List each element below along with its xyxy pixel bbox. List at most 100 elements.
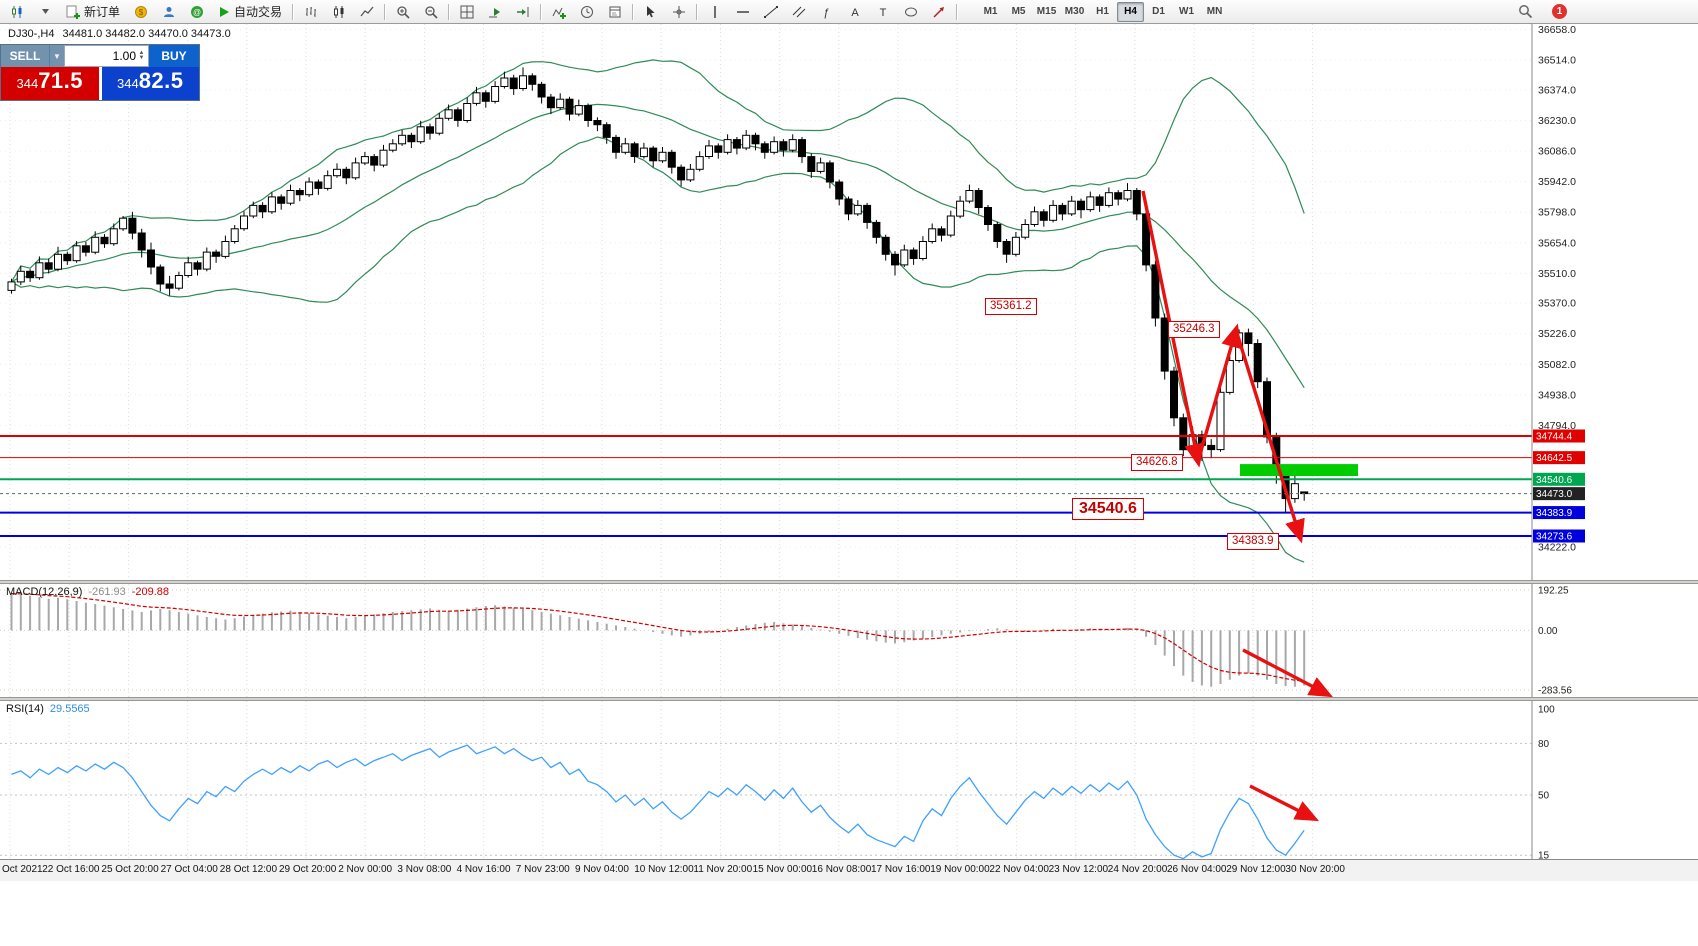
volume-stepper[interactable]: 1.00 ▲ ▼: [64, 45, 149, 67]
periods-icon[interactable]: [573, 1, 601, 23]
channel-icon[interactable]: [785, 1, 813, 23]
svg-text:35510.0: 35510.0: [1538, 268, 1576, 280]
macd-value-main: -261.93: [88, 586, 126, 598]
timeframe-W1[interactable]: W1: [1179, 6, 1195, 17]
auto-scroll-icon[interactable]: [481, 1, 509, 23]
chart-shift-icon[interactable]: [509, 1, 537, 23]
cursor-icon[interactable]: [637, 1, 665, 23]
mql-coin-icon[interactable]: $: [127, 1, 155, 23]
time-axis-label: 28 Oct 12:00: [219, 864, 278, 875]
svg-text:100: 100: [1538, 705, 1555, 716]
macd-label: MACD(12,26,9) -261.93 -209.88: [6, 586, 169, 598]
label-icon[interactable]: T: [869, 1, 897, 23]
candlestick-series: [7, 67, 1309, 513]
arrow-tool-icon[interactable]: [925, 1, 953, 23]
timeframe-H4[interactable]: H4: [1117, 1, 1145, 22]
pane-splitter[interactable]: [0, 697, 1698, 701]
one-click-trade-panel: SELL ▼ 1.00 ▲ ▼ BUY 344 71.5 344 82.5: [0, 44, 200, 101]
rsi-axis: 100 80 50 15: [1538, 705, 1555, 860]
tile-windows-icon[interactable]: [453, 1, 481, 23]
price-callout[interactable]: 35246.3: [1168, 321, 1220, 338]
rsi-pane[interactable]: 100 80 50 15 RSI(14) 29.5565: [0, 701, 1698, 859]
sell-dropdown-icon[interactable]: ▼: [49, 45, 64, 67]
timeframe-MN[interactable]: MN: [1206, 6, 1223, 17]
time-axis-label: 9 Nov 04:00: [575, 864, 629, 875]
timeframe-M5[interactable]: M5: [1011, 6, 1026, 17]
time-axis-label: 3 Nov 08:00: [397, 864, 452, 875]
new-order-button[interactable]: 新订单: [59, 1, 127, 23]
rsi-levels: [0, 742, 1532, 856]
crosshair-icon[interactable]: [665, 1, 693, 23]
buy-button[interactable]: BUY: [149, 45, 199, 67]
trendline-icon[interactable]: [757, 1, 785, 23]
indicators-icon[interactable]: [545, 1, 573, 23]
templates-icon[interactable]: [601, 1, 629, 23]
horizontal-level-lines[interactable]: [0, 435, 1532, 537]
time-axis-label: 19 Nov 00:00: [930, 864, 990, 875]
svg-text:36086.0: 36086.0: [1538, 146, 1576, 158]
sell-price[interactable]: 344 71.5: [1, 67, 99, 100]
price-tag: 34642.5: [1533, 451, 1585, 465]
volume-value[interactable]: 1.00: [112, 49, 136, 63]
volume-spinner-arrows[interactable]: ▲ ▼: [138, 50, 145, 61]
zoom-out-icon[interactable]: [417, 1, 445, 23]
price-callout[interactable]: 34626.8: [1131, 454, 1183, 471]
macd-name: MACD(12,26,9): [6, 586, 83, 598]
time-axis-label: 29 Oct 20:00: [279, 864, 337, 875]
horizontal-line-icon[interactable]: [729, 1, 757, 23]
price-chart[interactable]: 36658.0 36514.0 36374.0 36230.0 36086.0 35942…: [0, 24, 1698, 580]
shapes-icon[interactable]: [897, 1, 925, 23]
macd-value-signal: -209.88: [131, 586, 170, 598]
svg-text:35370.0: 35370.0: [1538, 298, 1576, 310]
svg-text:34744.4: 34744.4: [1536, 432, 1573, 443]
macd-chart[interactable]: 192.25 0.00 -283.56: [0, 584, 1698, 697]
vertical-line-icon[interactable]: [701, 1, 729, 23]
rsi-line: [11, 744, 1305, 859]
price-callout[interactable]: 35361.2: [985, 298, 1037, 315]
chart-dropdown-icon[interactable]: [31, 1, 59, 23]
main-chart-pane[interactable]: 36658.0 36514.0 36374.0 36230.0 36086.0 35942…: [0, 24, 1698, 580]
notification-badge[interactable]: 1: [1552, 4, 1567, 19]
time-axis-label: 23 Nov 12:00: [1048, 864, 1109, 875]
sell-button[interactable]: SELL: [1, 45, 49, 67]
text-icon[interactable]: A: [841, 1, 869, 23]
support-zone-rect[interactable]: [1240, 464, 1358, 476]
candlestick-chart-icon[interactable]: [325, 1, 353, 23]
line-chart-icon[interactable]: [353, 1, 381, 23]
macd-trend-arrow[interactable]: [1242, 648, 1334, 697]
price-callout[interactable]: 34383.9: [1227, 533, 1279, 550]
rsi-chart[interactable]: 100 80 50 15: [0, 701, 1698, 859]
timeframe-H1[interactable]: H1: [1096, 6, 1109, 17]
svg-text:@: @: [193, 8, 201, 17]
bar-chart-icon[interactable]: [297, 1, 325, 23]
macd-pane[interactable]: 192.25 0.00 -283.56 MACD(12,26,9) -261.93 -2…: [0, 584, 1698, 697]
rsi-value: 29.5565: [49, 703, 90, 715]
buy-price[interactable]: 344 82.5: [101, 67, 199, 100]
fibonacci-icon[interactable]: ƒ: [813, 1, 841, 23]
svg-text:34383.9: 34383.9: [1536, 508, 1573, 519]
zoom-in-icon[interactable]: [389, 1, 417, 23]
svg-text:35226.0: 35226.0: [1538, 328, 1576, 340]
svg-text:50: 50: [1538, 791, 1550, 802]
svg-text:36230.0: 36230.0: [1538, 115, 1576, 127]
macd-axis: 192.25 0.00 -283.56: [1538, 586, 1572, 697]
time-axis-label: 25 Oct 20:00: [101, 864, 159, 875]
time-axis[interactable]: Oct 2021 22 Oct 16:00 25 Oct 20:00 27 Oct 0…: [0, 859, 1698, 881]
auto-trading-button[interactable]: 自动交易: [211, 1, 289, 23]
toolbar-separator: [956, 3, 959, 20]
timeframe-M1[interactable]: M1: [983, 6, 998, 17]
community-icon[interactable]: @: [183, 1, 211, 23]
timeframe-M30[interactable]: M30: [1064, 6, 1085, 17]
timeframe-M15[interactable]: M15: [1036, 6, 1057, 17]
rsi-trend-arrow[interactable]: [1249, 784, 1320, 822]
time-axis-label: 16 Nov 08:00: [811, 864, 872, 875]
time-axis-label: 2 Nov 00:00: [338, 864, 393, 875]
main-toolbar: 新订单 $ @ 自动交易 ƒ A T M1 M5 M15 M30 H1 H4 D1 W1 MN 1: [0, 0, 1698, 24]
price-callout[interactable]: 34540.6: [1072, 498, 1144, 520]
timeframe-D1[interactable]: D1: [1152, 6, 1165, 17]
chart-window-icon[interactable]: [3, 1, 31, 23]
search-icon[interactable]: [1518, 4, 1533, 24]
profile-icon[interactable]: [155, 1, 183, 23]
pane-splitter[interactable]: [0, 580, 1698, 584]
